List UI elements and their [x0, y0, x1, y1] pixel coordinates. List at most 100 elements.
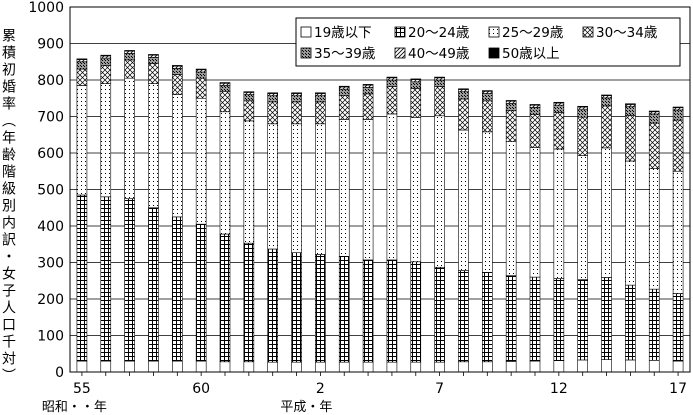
bar-segment [482, 272, 493, 363]
bar-segment [553, 101, 565, 104]
bar-stack [577, 105, 588, 373]
bar-stack [267, 92, 278, 373]
bar-segment [291, 93, 302, 96]
bar-segment [458, 129, 469, 271]
bar-segment [338, 88, 350, 96]
bar-segment [577, 279, 588, 361]
bar-segment [482, 131, 493, 273]
bar-stack [100, 54, 112, 373]
x-tick-label: 7 [435, 381, 444, 397]
bar-segment [219, 91, 231, 113]
bar-segment [648, 288, 660, 361]
bar-segment [315, 361, 326, 373]
bar-segment [386, 259, 398, 363]
bar-segment [529, 107, 541, 115]
bar-segment [672, 293, 684, 362]
bar-segment [100, 360, 112, 373]
y-tick-label: 500 [37, 183, 64, 199]
bar-stack [648, 110, 660, 373]
bar-segment [482, 100, 493, 133]
bar-segment [577, 359, 588, 373]
bar-segment [458, 98, 469, 131]
bar-segment [124, 77, 135, 199]
bar-segment [529, 104, 541, 106]
x-tick-label: 2 [316, 381, 325, 397]
bar-segment [76, 85, 88, 196]
plot-frame [69, 6, 691, 373]
y-axis-title-text: 累積初婚率（年齢階級別内訳・女子人口千対） [0, 28, 16, 385]
bar-segment [410, 81, 422, 89]
bar-segment [124, 50, 135, 52]
bar-segment [482, 93, 493, 102]
bar-segment [648, 111, 660, 115]
bar-segment [362, 119, 374, 261]
bar-segment [648, 110, 660, 113]
bar-segment [219, 85, 231, 92]
bar-segment [219, 82, 231, 86]
bar-segment [219, 82, 231, 84]
bar-segment [601, 147, 612, 278]
bar-stack [315, 92, 326, 373]
bar-segment [243, 361, 255, 373]
bar-segment [315, 92, 326, 94]
bar-segment [195, 223, 207, 362]
bar-segment [601, 277, 612, 360]
era-label: 昭和・・年 [41, 400, 107, 415]
bar-segment [172, 68, 183, 75]
bar-segment [76, 194, 88, 362]
legend: 19歳以下 20～24歳 25～29歳 30～34歳 35～39歳 40～49歳 50歳以上 [295, 17, 681, 67]
bar-segment [100, 196, 112, 362]
bar-segment [386, 361, 398, 373]
bar-segment [601, 95, 612, 99]
bar-segment [100, 54, 112, 57]
bar-segment [505, 361, 517, 373]
bar-segment [601, 97, 612, 107]
bar-segment [291, 361, 302, 373]
bar-segment [195, 69, 207, 73]
legend-swatch [488, 47, 500, 59]
bar-segment [458, 270, 469, 363]
bar-stack [195, 68, 207, 373]
bar-segment [553, 102, 565, 106]
bar-segment [124, 59, 135, 79]
bar-segment [458, 89, 469, 92]
bar-segment [648, 360, 660, 373]
bar-segment [529, 114, 541, 148]
bar-segment [434, 361, 445, 373]
y-tick-label: 600 [37, 146, 64, 162]
bar-segment [172, 216, 183, 362]
bar-stack [362, 84, 374, 373]
bar-segment [338, 95, 350, 120]
bar-segment [172, 65, 183, 67]
bar-segment [338, 119, 350, 257]
bar-segment [672, 106, 684, 109]
bar-segment [434, 77, 445, 81]
x-tick-label: 55 [73, 381, 91, 397]
bar-segment [553, 104, 565, 113]
y-tick-label: 300 [37, 256, 64, 272]
bar-segment [195, 77, 207, 99]
bar-segment [291, 92, 302, 94]
bar-segment [267, 92, 278, 94]
bar-segment [172, 74, 183, 95]
bar-segment [124, 360, 135, 373]
legend-swatch [300, 26, 312, 38]
bar-segment [76, 360, 88, 373]
bar-segment [386, 79, 398, 87]
bar-stack [434, 76, 445, 373]
bar-stack [219, 82, 231, 373]
x-tick-label: 60 [192, 381, 210, 397]
bar-segment [338, 255, 350, 363]
bar-segment [577, 105, 588, 108]
bar-stack [529, 104, 541, 373]
legend-label: 35～39歳 [314, 46, 376, 62]
bar-segment [76, 59, 88, 63]
bar-segment [362, 361, 374, 373]
bar-segment [529, 147, 541, 278]
bar-segment [672, 109, 684, 121]
bar-segment [458, 91, 469, 100]
y-tick-label: 700 [37, 110, 64, 126]
y-tick-label: 200 [37, 292, 64, 308]
bar-segment [553, 278, 565, 361]
bar-stack [458, 88, 469, 373]
